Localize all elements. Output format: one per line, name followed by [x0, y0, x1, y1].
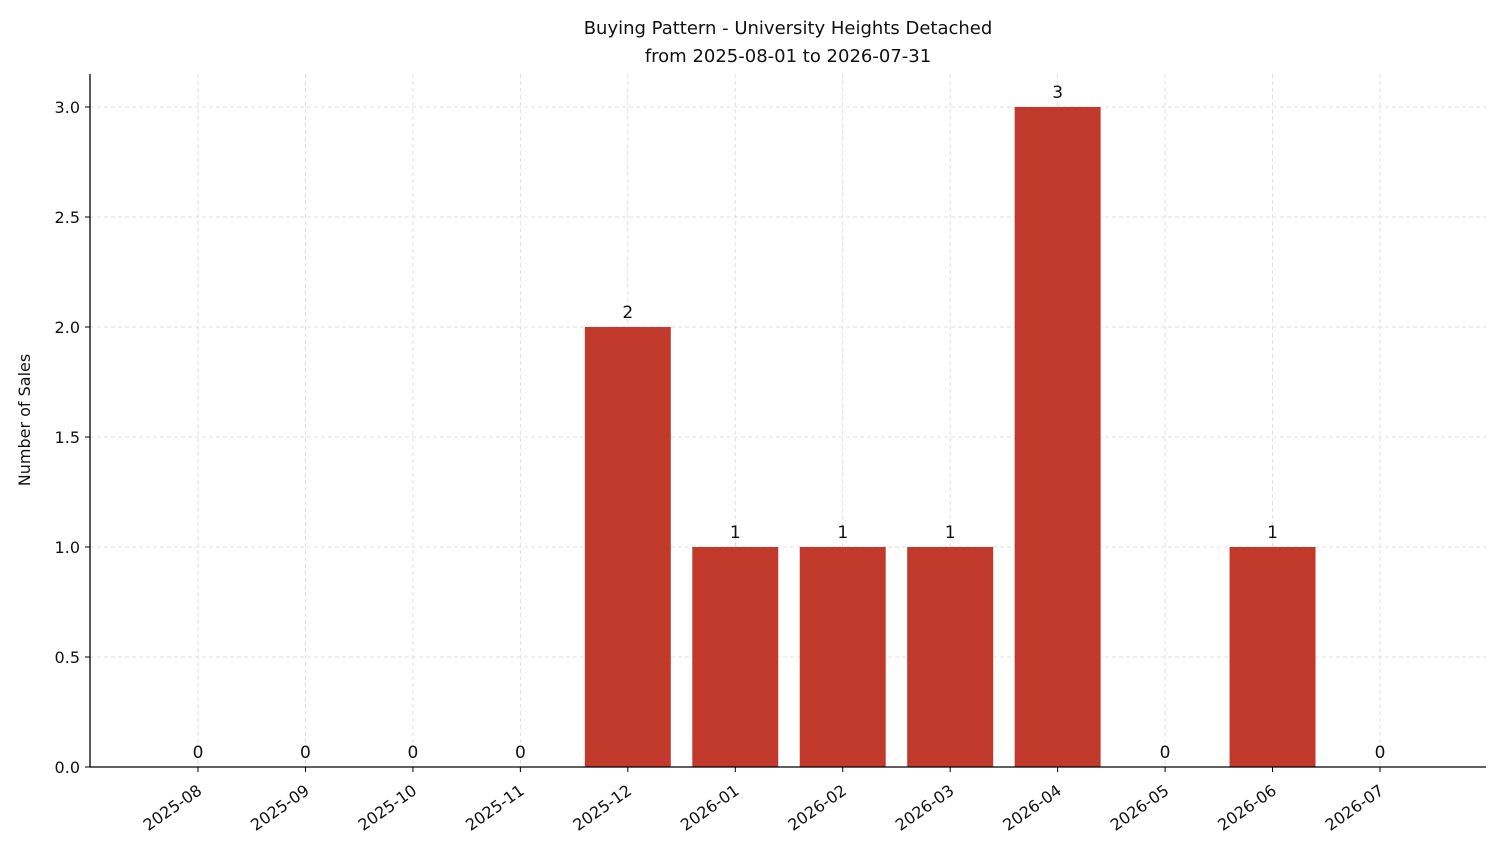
bar: [584, 327, 671, 767]
bar-value-label: 1: [730, 523, 741, 543]
x-tick-label: 2026-04: [999, 781, 1065, 835]
bar-value-label: 0: [193, 743, 204, 763]
bar-value-label: 0: [1375, 743, 1386, 763]
bar-value-label: 0: [1160, 743, 1171, 763]
y-tick-label: 2.5: [55, 208, 80, 227]
x-tick-label: 2026-05: [1107, 781, 1173, 835]
y-tick-label: 3.0: [55, 98, 80, 117]
x-tick-label: 2026-07: [1322, 781, 1388, 835]
x-tick-label: 2025-11: [462, 781, 528, 835]
bar-value-label: 0: [407, 743, 418, 763]
bar: [1014, 107, 1101, 767]
y-tick-label: 1.0: [55, 538, 80, 557]
x-tick-label: 2026-02: [784, 781, 850, 835]
x-tick-label: 2026-01: [677, 781, 743, 835]
bar: [799, 547, 886, 767]
chart-title: Buying Pattern - University Heights Deta…: [584, 18, 993, 39]
x-tick-label: 2026-06: [1214, 781, 1280, 835]
bar-value-label: 0: [515, 743, 526, 763]
y-axis-label: Number of Sales: [15, 354, 34, 486]
bar-value-label: 0: [300, 743, 311, 763]
x-tick-label: 2026-03: [892, 781, 958, 835]
bars-layer: [584, 107, 1316, 767]
bar: [1229, 547, 1316, 767]
y-tick-label: 1.5: [55, 428, 80, 447]
bar-value-label: 1: [945, 523, 956, 543]
axes-layer: [89, 74, 1486, 768]
data-labels-layer: 0 0 0 0 2 1 1 1 3 0 1 0: [193, 83, 1386, 763]
y-tick-label: 0.0: [55, 758, 80, 777]
x-tick-label: 2025-12: [569, 781, 635, 835]
y-tick-label: 2.0: [55, 318, 80, 337]
x-tick-label: 2025-08: [140, 781, 206, 835]
y-tick-label: 0.5: [55, 648, 80, 667]
bar-value-label: 1: [1267, 523, 1278, 543]
x-tick-label: 2025-10: [355, 781, 421, 835]
bar: [907, 547, 994, 767]
bar-value-label: 3: [1052, 83, 1063, 103]
bar-value-label: 1: [837, 523, 848, 543]
chart-subtitle: from 2025-08-01 to 2026-07-31: [645, 46, 931, 67]
bar-value-label: 2: [622, 303, 633, 323]
bar: [692, 547, 779, 767]
x-tick-label: 2025-09: [247, 781, 313, 835]
